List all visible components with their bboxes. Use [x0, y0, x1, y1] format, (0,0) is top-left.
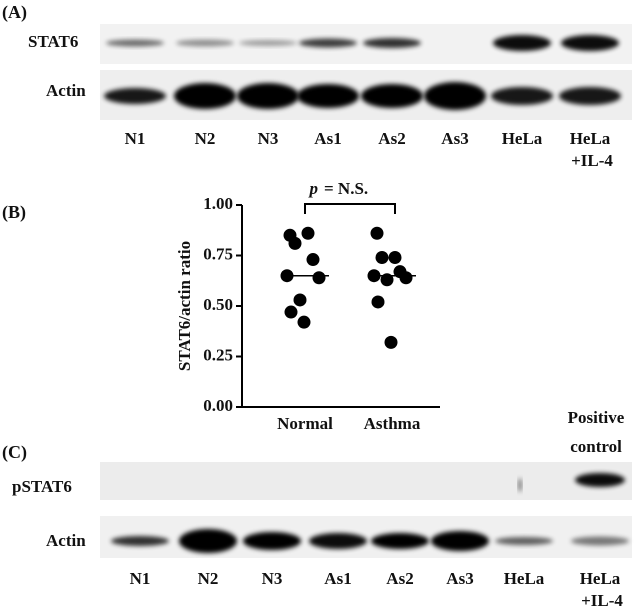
lane-label: N3 — [258, 129, 279, 148]
data-point — [293, 293, 307, 307]
y-tick-label: 0.75 — [203, 244, 233, 263]
blot-strip — [100, 462, 632, 500]
significance-bracket — [304, 203, 396, 214]
blot-band — [243, 532, 301, 550]
blot-band — [104, 88, 166, 104]
lane-label: As1 — [314, 129, 341, 148]
blot-band — [518, 478, 522, 492]
blot-band — [493, 35, 551, 51]
blot-band — [424, 82, 486, 110]
blot-band — [106, 39, 164, 47]
lane-label: As2 — [386, 569, 413, 588]
blot-band — [575, 473, 625, 487]
row-label: Actin — [46, 81, 86, 100]
data-point — [297, 315, 311, 329]
x-tick-label: Normal — [277, 414, 333, 433]
y-axis-label: STAT6/actin ratio — [175, 241, 194, 371]
lane-label: As1 — [324, 569, 351, 588]
lane-label: HeLa — [502, 129, 543, 148]
data-point — [301, 226, 315, 240]
row-label: pSTAT6 — [12, 477, 72, 496]
annotation: p — [308, 179, 319, 198]
lane-label: As3 — [441, 129, 468, 148]
y-tick-label: 0.00 — [203, 396, 233, 415]
blot-band — [299, 38, 357, 48]
lane-label: N2 — [195, 129, 216, 148]
lane-label: N1 — [130, 569, 151, 588]
blot-band — [491, 87, 553, 105]
data-point — [388, 251, 402, 265]
data-point — [380, 273, 394, 287]
lane-label: HeLa — [580, 569, 621, 588]
blot-band — [495, 537, 553, 545]
lane-label: N1 — [125, 129, 146, 148]
panel-label: (B) — [2, 202, 26, 223]
annotation: = N.S. — [324, 179, 368, 198]
y-tick-label: 1.00 — [203, 194, 233, 213]
blot-band — [174, 83, 236, 109]
lane-label: +IL-4 — [571, 151, 613, 170]
panel-label: (C) — [2, 442, 27, 463]
lane-label: HeLa — [570, 129, 611, 148]
blot-band — [559, 87, 621, 105]
panel-label: (A) — [2, 2, 27, 23]
blot-band — [431, 531, 489, 551]
lane-label: +IL-4 — [581, 591, 623, 610]
blot-band — [571, 536, 629, 546]
data-point — [288, 236, 302, 250]
blot-band — [363, 38, 421, 48]
data-point — [284, 305, 298, 319]
blot-band — [111, 536, 169, 546]
data-point — [399, 271, 413, 285]
blot-band — [239, 40, 297, 46]
data-point — [370, 226, 384, 240]
annotation: control — [570, 437, 622, 456]
blot-strip — [100, 516, 632, 558]
y-tick-label: 0.50 — [203, 295, 233, 314]
annotation: Positive — [568, 408, 625, 427]
row-label: Actin — [46, 531, 86, 550]
blot-band — [561, 35, 619, 51]
blot-band — [361, 84, 423, 108]
blot-band — [371, 533, 429, 549]
lane-label: N2 — [198, 569, 219, 588]
data-point — [306, 253, 320, 267]
lane-label: As3 — [446, 569, 473, 588]
data-point — [312, 271, 326, 285]
blot-band — [176, 39, 234, 47]
data-point — [384, 335, 398, 349]
data-point — [371, 295, 385, 309]
lane-label: N3 — [262, 569, 283, 588]
data-point — [375, 251, 389, 265]
blot-band — [237, 83, 299, 109]
y-tick-label: 0.25 — [203, 345, 233, 364]
lane-label: As2 — [378, 129, 405, 148]
x-tick-label: Asthma — [364, 414, 421, 433]
blot-band — [297, 84, 359, 108]
blot-band — [179, 529, 237, 553]
row-label: STAT6 — [28, 32, 78, 51]
blot-band — [309, 533, 367, 549]
lane-label: HeLa — [504, 569, 545, 588]
